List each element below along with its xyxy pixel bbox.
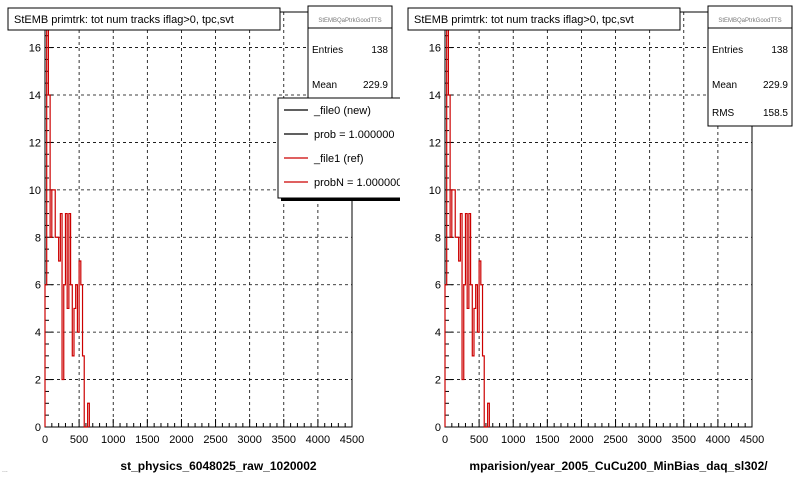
y-tick-label: 2 [435, 375, 441, 387]
y-tick-label: 16 [429, 43, 441, 55]
histogram-right: 0 500 1000 1500 2000 2500 3000 3500 4000 4500 0 2 4 6… [407, 5, 793, 473]
plot-frame [444, 11, 753, 428]
legend-box [277, 97, 419, 199]
x-tick-label: 4500 [740, 434, 764, 446]
y-tick-label: 10 [429, 185, 441, 197]
stats-label: Mean [712, 80, 737, 91]
x-tick-label: 4500 [340, 434, 364, 446]
legend-label: probN = 1.000000 [314, 177, 400, 189]
stats-box [707, 5, 793, 127]
y-tick-label: 14 [29, 90, 41, 102]
x-tick-label: 500 [470, 434, 488, 446]
histogram-left: 0 500 1000 1500 2000 2500 3000 3500 4000 4500 0 2 4 6… [7, 5, 421, 473]
y-tick-label: 6 [35, 280, 41, 292]
title-box [407, 7, 681, 31]
x-tick-label: 2500 [203, 434, 227, 446]
y-tick-label: 8 [435, 232, 441, 244]
y-tick-label: 0 [35, 422, 41, 434]
x-tick-label: 3000 [637, 434, 661, 446]
histogram-series [444, 23, 490, 428]
x-tick-label: 1500 [535, 434, 559, 446]
y-tick-label: 8 [35, 232, 41, 244]
stats-value: 229.9 [363, 80, 388, 91]
x-tick-label: 2500 [603, 434, 627, 446]
x-axis-label: mparision/year_2005_CuCu200_MinBias_daq_… [469, 459, 768, 473]
footer-fragment: ... [2, 467, 8, 474]
legend-label: _file1 (ref) [313, 153, 364, 165]
legend-label: _file0 (new) [313, 105, 371, 117]
stats-label: Mean [312, 80, 337, 91]
stats-value: 158.5 [763, 108, 788, 119]
title-box [7, 7, 281, 31]
x-tick-label: 0 [42, 434, 48, 446]
chart-title: StEMB primtrk: tot num tracks iflag>0, t… [414, 14, 634, 26]
right-pane: 0 500 1000 1500 2000 2500 3000 3500 4000 4500 0 2 4 6… [400, 0, 800, 480]
x-tick-label: 4000 [706, 434, 730, 446]
x-axis-label: st_physics_6048025_raw_1020002 [120, 459, 316, 473]
y-tick-label: 4 [435, 327, 441, 339]
y-tick-label: 4 [35, 327, 41, 339]
x-tick-label: 0 [442, 434, 448, 446]
stats-value: 229.9 [763, 80, 788, 91]
y-tick-label: 12 [429, 137, 441, 149]
x-tick-label: 2000 [169, 434, 193, 446]
x-tick-label: 4000 [306, 434, 330, 446]
x-tick-label: 3500 [672, 434, 696, 446]
y-tick-label: 6 [435, 280, 441, 292]
x-tick-label: 3000 [237, 434, 261, 446]
stats-value: 138 [371, 45, 388, 56]
x-tick-label: 2000 [569, 434, 593, 446]
stats-value: 138 [771, 45, 788, 56]
stats-box-title: StEMBQaPtrkGoodTTS [718, 18, 781, 24]
chart-title: StEMB primtrk: tot num tracks iflag>0, t… [14, 14, 234, 26]
x-tick-label: 500 [70, 434, 88, 446]
stats-label: Entries [712, 45, 743, 56]
x-tick-label: 1000 [501, 434, 525, 446]
x-tick-label: 3500 [272, 434, 296, 446]
left-pane: 0 500 1000 1500 2000 2500 3000 3500 4000 4500 0 2 4 6… [0, 0, 421, 480]
histogram-series [44, 23, 90, 428]
stats-box-title: StEMBQaPtrkGoodTTS [318, 18, 381, 24]
y-tick-label: 0 [435, 422, 441, 434]
legend-label: prob = 1.000000 [314, 129, 394, 141]
x-tick-label: 1500 [135, 434, 159, 446]
stats-label: RMS [712, 108, 735, 119]
y-tick-label: 2 [35, 375, 41, 387]
x-tick-label: 1000 [101, 434, 125, 446]
y-tick-label: 14 [429, 90, 441, 102]
stats-label: Entries [312, 45, 343, 56]
y-tick-label: 10 [29, 185, 41, 197]
y-tick-label: 16 [29, 43, 41, 55]
y-tick-label: 12 [29, 137, 41, 149]
plot-frame [44, 11, 353, 428]
stats-box [307, 5, 393, 99]
